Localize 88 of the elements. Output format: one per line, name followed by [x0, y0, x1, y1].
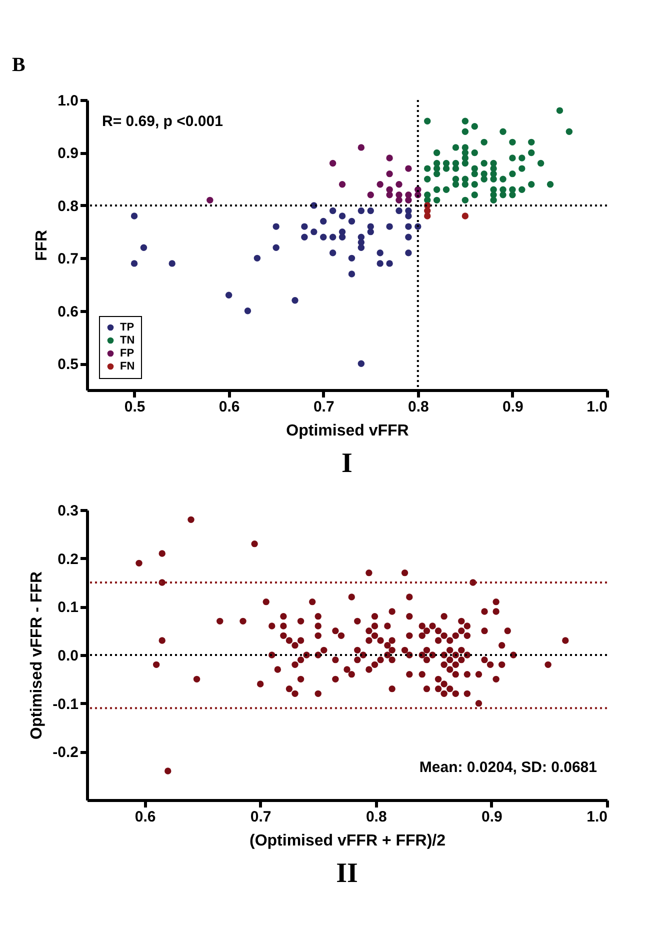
point — [329, 234, 336, 240]
y-tick-label: 0.7 — [58, 250, 78, 268]
point — [168, 260, 176, 267]
point — [405, 165, 412, 172]
point — [272, 244, 280, 251]
legend-label: FP — [120, 348, 134, 360]
y-tick-label: 1.0 — [58, 92, 78, 110]
point — [358, 207, 365, 214]
legend-label: TN — [120, 334, 135, 346]
point — [254, 254, 261, 262]
point — [386, 154, 393, 162]
point — [301, 234, 308, 240]
x-tick-label: 0.9 — [502, 398, 524, 416]
y-tick-label: 0.0 — [58, 648, 78, 664]
point — [338, 234, 346, 240]
y-tick-label: 0.1 — [58, 599, 78, 616]
x-tick-label: 0.8 — [366, 808, 387, 826]
point — [358, 360, 365, 367]
y-tick-label: -0.1 — [52, 696, 78, 713]
point — [386, 170, 393, 178]
point — [301, 223, 308, 230]
point — [338, 181, 346, 188]
y-tick-label: 0.3 — [58, 502, 78, 520]
y-axis-title: FFR — [34, 230, 51, 262]
point — [320, 218, 327, 225]
point — [140, 244, 148, 251]
point — [348, 254, 356, 262]
legend-label: FN — [120, 360, 135, 372]
x-tick-label: 0.7 — [313, 398, 334, 416]
point — [396, 207, 402, 214]
point — [310, 228, 318, 236]
y-tick-label: 0.9 — [58, 145, 78, 162]
point — [130, 212, 138, 220]
point — [130, 260, 138, 267]
text: II — [336, 858, 358, 889]
x-tick-label: 1.0 — [586, 808, 608, 826]
y-tick-label: 0.6 — [58, 303, 78, 320]
point — [329, 160, 336, 167]
point — [405, 212, 412, 220]
point — [424, 212, 431, 220]
x-tick-label: 0.5 — [124, 398, 146, 416]
x-tick-label: 1.0 — [586, 398, 608, 416]
x-axis-title: Optimised vFFR — [286, 422, 410, 440]
point — [329, 250, 336, 256]
point — [272, 223, 280, 230]
point — [367, 192, 374, 198]
point — [292, 297, 298, 304]
point — [376, 260, 384, 267]
point — [320, 234, 327, 240]
y-tick-label: 0.5 — [58, 356, 78, 374]
point — [386, 260, 393, 267]
text: I — [342, 448, 352, 479]
point — [405, 234, 412, 240]
y-tick-label: 0.2 — [58, 550, 78, 568]
x-tick-label: 0.6 — [218, 398, 240, 416]
y-axis-title: Optimised vFFR - FFR — [28, 571, 46, 740]
x-tick-label: 0.8 — [408, 398, 429, 416]
x-tick-label: 0.6 — [134, 808, 156, 826]
point — [348, 270, 356, 278]
point — [376, 250, 384, 256]
text: B — [12, 54, 26, 76]
x-axis-title: (Optimised vFFR + FFR)/2 — [249, 832, 446, 850]
point — [376, 181, 384, 188]
x-tick-label: 0.7 — [250, 808, 272, 826]
point — [386, 223, 393, 230]
point — [206, 196, 214, 204]
point — [405, 250, 412, 256]
point — [338, 212, 346, 220]
point — [367, 207, 374, 214]
point — [348, 218, 356, 225]
point — [396, 181, 402, 188]
y-tick-label: 0.8 — [58, 198, 78, 215]
point — [462, 212, 469, 220]
legend-label: TP — [120, 322, 134, 334]
annotation: R= 0.69, p <0.001 — [102, 113, 223, 130]
point — [386, 192, 393, 198]
point — [367, 228, 374, 236]
y-tick-label: -0.2 — [52, 744, 78, 762]
point — [396, 196, 402, 204]
point — [405, 223, 412, 230]
point — [329, 207, 336, 214]
point — [244, 308, 252, 314]
point — [358, 244, 365, 251]
annotation: Mean: 0.0204, SD: 0.0681 — [419, 759, 597, 776]
point — [358, 144, 365, 151]
x-tick-label: 0.9 — [482, 808, 502, 826]
point — [225, 292, 232, 298]
point — [405, 196, 412, 204]
